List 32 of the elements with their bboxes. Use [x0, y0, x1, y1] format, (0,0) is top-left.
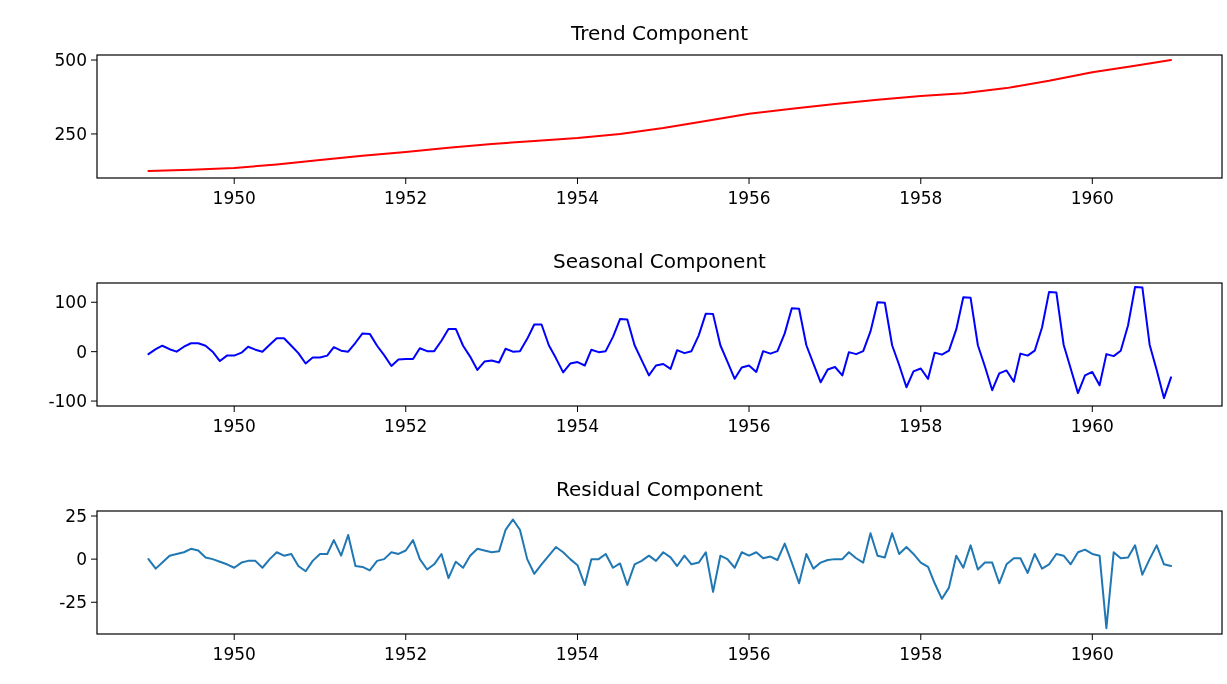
x-tick-label: 1950: [212, 644, 256, 664]
x-tick-label: 1960: [1070, 644, 1114, 664]
y-tick-label: 100: [54, 292, 87, 313]
x-tick-label: 1950: [212, 416, 256, 436]
x-tick-label: 1952: [384, 644, 428, 664]
x-tick-label: 1958: [899, 416, 943, 436]
line-series: [147, 59, 1173, 172]
x-tick-label: 1954: [555, 416, 600, 436]
y-tick-label: -25: [59, 592, 87, 613]
chart-title: Seasonal Component: [553, 249, 767, 273]
y-tick-label: 500: [54, 49, 87, 70]
x-tick-label: 1956: [727, 644, 771, 664]
y-tick-label: 0: [76, 341, 87, 362]
y-tick-label: -100: [48, 391, 87, 412]
y-tick-label: 0: [76, 549, 87, 570]
x-tick-label: 1960: [1070, 188, 1114, 208]
line-series: [147, 285, 1173, 400]
x-tick-label: 1952: [384, 188, 428, 208]
x-tick-label: 1956: [727, 416, 771, 436]
chart-title: Residual Component: [556, 477, 764, 501]
x-tick-label: 1954: [555, 644, 600, 664]
x-tick-label: 1958: [899, 644, 943, 664]
chart-title: Trend Component: [569, 21, 749, 45]
x-tick-label: 1960: [1070, 416, 1114, 436]
x-tick-label: 1954: [555, 188, 600, 208]
x-tick-label: 1952: [384, 416, 428, 436]
x-tick-label: 1958: [899, 188, 943, 208]
line-series: [147, 518, 1173, 630]
x-tick-label: 1950: [212, 188, 256, 208]
x-tick-label: 1956: [727, 188, 771, 208]
y-tick-label: 250: [54, 123, 87, 144]
y-tick-label: 25: [65, 505, 87, 526]
